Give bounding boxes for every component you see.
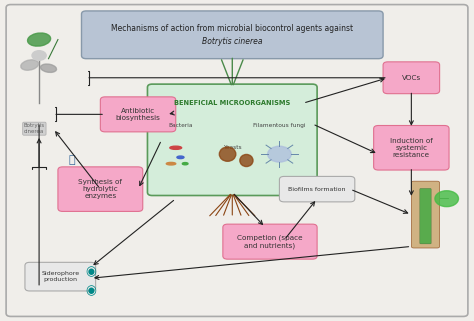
FancyBboxPatch shape [223, 224, 317, 259]
FancyBboxPatch shape [374, 126, 449, 170]
Ellipse shape [240, 154, 253, 167]
Ellipse shape [40, 64, 56, 73]
Wedge shape [435, 191, 458, 207]
FancyBboxPatch shape [147, 84, 317, 195]
Text: Botrytis cinerea: Botrytis cinerea [202, 37, 263, 46]
Text: 👥: 👥 [69, 155, 75, 166]
Text: Bacteria: Bacteria [168, 123, 193, 128]
Ellipse shape [27, 33, 51, 46]
Text: Antibiotic
biosynthesis: Antibiotic biosynthesis [116, 108, 161, 121]
FancyBboxPatch shape [25, 262, 96, 291]
Ellipse shape [177, 156, 184, 159]
Text: Botrytis
cinerea: Botrytis cinerea [24, 123, 45, 134]
FancyBboxPatch shape [420, 188, 431, 244]
Text: Yeasts: Yeasts [223, 145, 242, 150]
FancyBboxPatch shape [82, 11, 383, 59]
FancyBboxPatch shape [100, 97, 176, 132]
Text: Filamentous fungi: Filamentous fungi [253, 123, 306, 128]
Text: Competion (space
and nutrients): Competion (space and nutrients) [237, 235, 303, 249]
FancyBboxPatch shape [411, 181, 439, 248]
Text: Synthesis of
hydrolytic
enzymes: Synthesis of hydrolytic enzymes [78, 179, 122, 199]
FancyBboxPatch shape [6, 4, 468, 317]
Text: ◉: ◉ [85, 265, 96, 278]
Text: ◉: ◉ [85, 284, 96, 298]
FancyBboxPatch shape [383, 62, 439, 94]
Ellipse shape [219, 147, 236, 161]
Circle shape [268, 146, 291, 162]
Ellipse shape [166, 162, 176, 165]
FancyBboxPatch shape [279, 177, 355, 202]
Text: Induction of
systemic
resistance: Induction of systemic resistance [390, 138, 433, 158]
Ellipse shape [170, 146, 182, 149]
Text: Siderophore
production: Siderophore production [41, 271, 79, 282]
Text: Biofilms formation: Biofilms formation [288, 187, 346, 192]
Ellipse shape [182, 162, 188, 165]
FancyBboxPatch shape [58, 167, 143, 212]
Text: Mechanisms of action from microbial biocontrol agents against: Mechanisms of action from microbial bioc… [111, 24, 353, 33]
Text: BENEFICIAL MICROORGANISMS: BENEFICIAL MICROORGANISMS [174, 100, 291, 106]
Circle shape [32, 51, 46, 60]
Text: VOCs: VOCs [402, 75, 421, 81]
Ellipse shape [21, 60, 38, 70]
